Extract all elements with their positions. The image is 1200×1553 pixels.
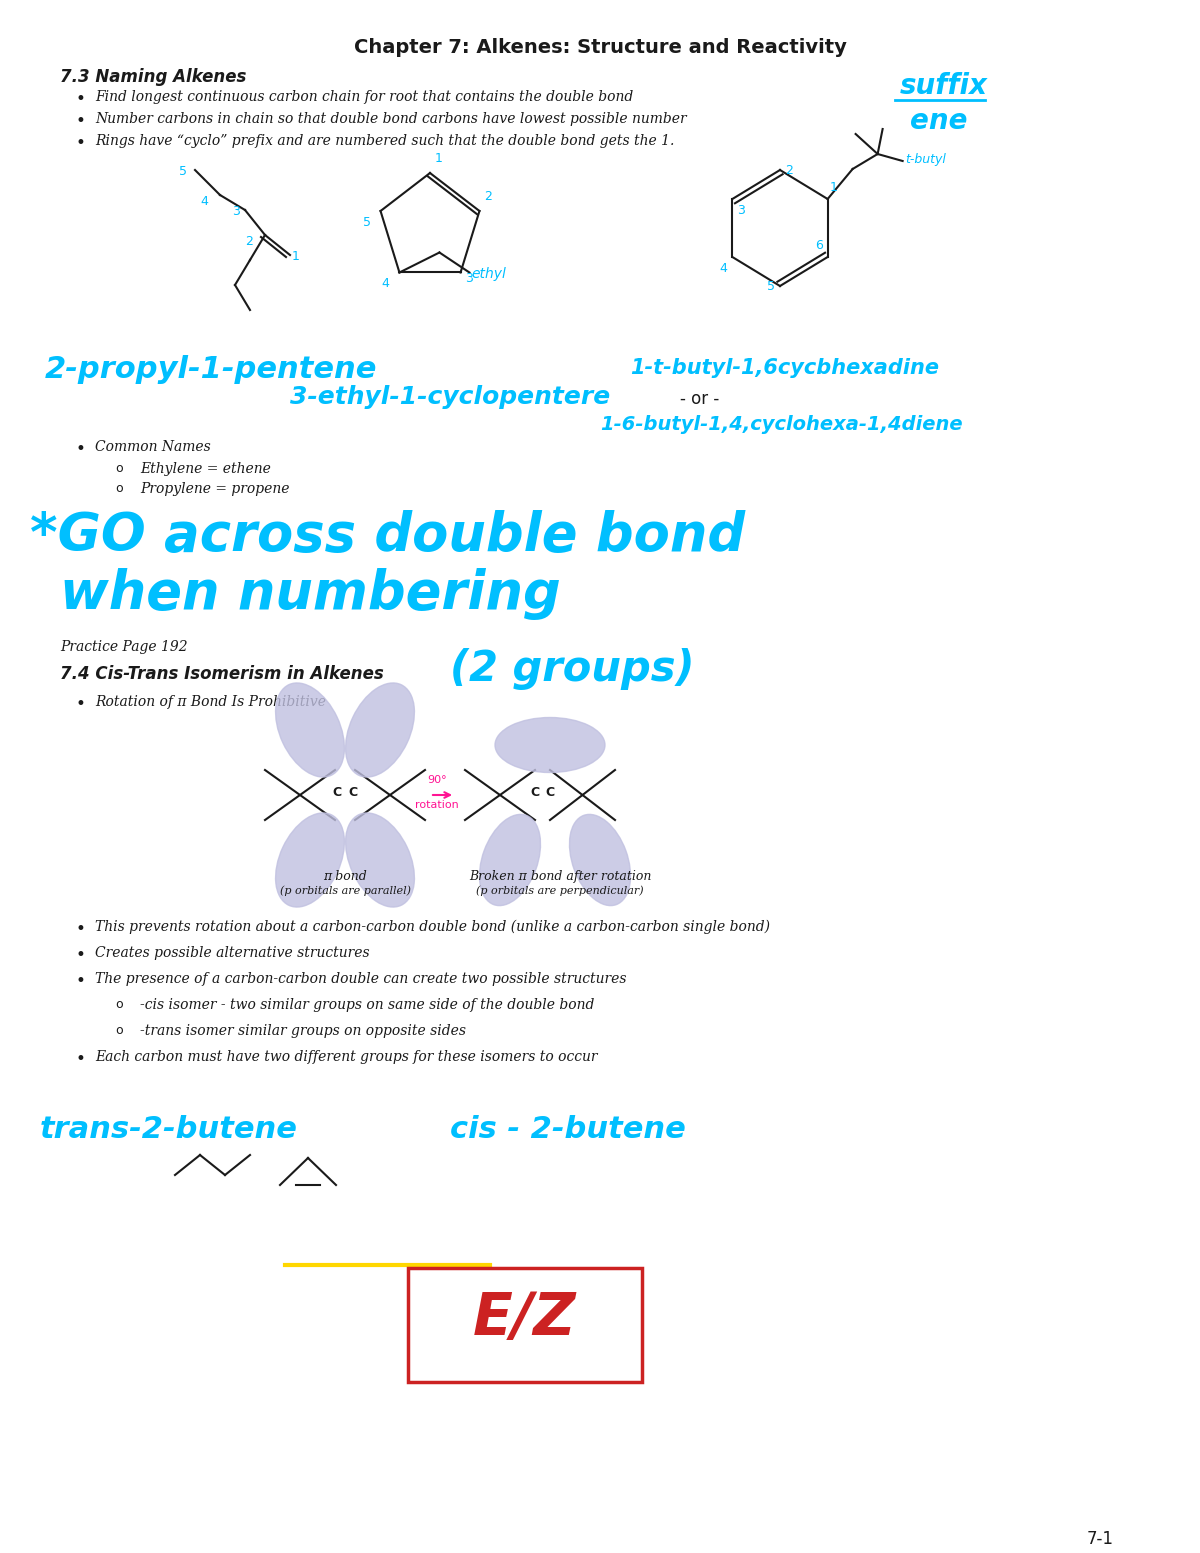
Text: 2: 2 xyxy=(485,189,492,203)
Ellipse shape xyxy=(276,683,344,776)
Text: *GO across double bond: *GO across double bond xyxy=(30,509,745,562)
Ellipse shape xyxy=(570,814,630,905)
Text: cis - 2-butene: cis - 2-butene xyxy=(450,1115,685,1145)
Text: •: • xyxy=(74,134,85,152)
Text: rotation: rotation xyxy=(415,800,458,811)
Text: 90°: 90° xyxy=(427,775,446,784)
Text: 1: 1 xyxy=(436,152,443,165)
Text: •: • xyxy=(74,90,85,109)
Text: Number carbons in chain so that double bond carbons have lowest possible number: Number carbons in chain so that double b… xyxy=(95,112,686,126)
Text: Rotation of π Bond Is Prohibitive: Rotation of π Bond Is Prohibitive xyxy=(95,696,326,710)
Text: 3: 3 xyxy=(232,205,240,217)
Text: C: C xyxy=(332,786,342,800)
Text: Practice Page 192: Practice Page 192 xyxy=(60,640,187,654)
Text: 7.3 Naming Alkenes: 7.3 Naming Alkenes xyxy=(60,68,246,85)
Text: Each carbon must have two different groups for these isomers to occur: Each carbon must have two different grou… xyxy=(95,1050,598,1064)
Text: 3: 3 xyxy=(466,272,474,286)
FancyBboxPatch shape xyxy=(408,1267,642,1382)
Text: 6: 6 xyxy=(815,239,823,252)
Text: Ethylene = ethene: Ethylene = ethene xyxy=(140,461,271,477)
Text: t-butyl: t-butyl xyxy=(906,152,947,166)
Text: Creates possible alternative structures: Creates possible alternative structures xyxy=(95,946,370,960)
Text: o: o xyxy=(115,999,122,1011)
Text: C: C xyxy=(348,786,358,800)
Text: Chapter 7: Alkenes: Structure and Reactivity: Chapter 7: Alkenes: Structure and Reacti… xyxy=(354,37,846,57)
Text: when numbering: when numbering xyxy=(60,568,560,620)
Ellipse shape xyxy=(480,814,540,905)
Text: •: • xyxy=(74,919,85,938)
Text: 7.4 Cis-Trans Isomerism in Alkenes: 7.4 Cis-Trans Isomerism in Alkenes xyxy=(60,665,384,683)
Text: - or -: - or - xyxy=(680,390,719,408)
Text: π bond: π bond xyxy=(323,870,367,884)
Text: 3: 3 xyxy=(737,203,745,217)
Text: This prevents rotation about a carbon-carbon double bond (unlike a carbon-carbon: This prevents rotation about a carbon-ca… xyxy=(95,919,770,935)
Text: -trans isomer similar groups on opposite sides: -trans isomer similar groups on opposite… xyxy=(140,1023,466,1037)
Text: 2: 2 xyxy=(785,163,793,177)
Ellipse shape xyxy=(496,717,605,772)
Text: •: • xyxy=(74,1050,85,1068)
Text: C: C xyxy=(546,786,554,800)
Text: 5: 5 xyxy=(767,280,775,292)
Text: (2 groups): (2 groups) xyxy=(450,648,695,690)
Text: 1-t-butyl-1,6cycbhexadine: 1-t-butyl-1,6cycbhexadine xyxy=(630,359,940,377)
Text: The presence of a carbon-carbon double can create two possible structures: The presence of a carbon-carbon double c… xyxy=(95,972,626,986)
Ellipse shape xyxy=(346,683,414,776)
Text: 4: 4 xyxy=(382,278,390,290)
Text: 2: 2 xyxy=(245,235,253,248)
Text: 5: 5 xyxy=(362,216,371,228)
Text: ethyl: ethyl xyxy=(472,267,506,281)
Text: Rings have “cyclo” prefix and are numbered such that the double bond gets the 1.: Rings have “cyclo” prefix and are number… xyxy=(95,134,674,148)
Text: ene: ene xyxy=(910,107,967,135)
Text: 5: 5 xyxy=(179,165,187,179)
Text: Broken π bond after rotation: Broken π bond after rotation xyxy=(469,870,652,884)
Text: •: • xyxy=(74,439,85,458)
Text: 2-propyl-1-pentene: 2-propyl-1-pentene xyxy=(46,356,377,384)
Text: -cis isomer - two similar groups on same side of the double bond: -cis isomer - two similar groups on same… xyxy=(140,999,594,1013)
Text: E/Z: E/Z xyxy=(473,1291,577,1346)
Text: o: o xyxy=(115,481,122,495)
Text: 1-6-butyl-1,4,cyclohexa-1,4diene: 1-6-butyl-1,4,cyclohexa-1,4diene xyxy=(600,415,962,433)
Text: 4: 4 xyxy=(720,262,727,275)
Text: •: • xyxy=(74,696,85,713)
Text: 1: 1 xyxy=(829,182,838,194)
Ellipse shape xyxy=(346,812,414,907)
Text: •: • xyxy=(74,112,85,130)
Text: •: • xyxy=(74,946,85,964)
Text: Common Names: Common Names xyxy=(95,439,211,453)
Text: 3-ethyl-1-cyclopentere: 3-ethyl-1-cyclopentere xyxy=(290,385,611,408)
Text: (p orbitals are perpendicular): (p orbitals are perpendicular) xyxy=(476,885,644,896)
Ellipse shape xyxy=(276,812,344,907)
Text: o: o xyxy=(115,461,122,475)
Text: (p orbitals are parallel): (p orbitals are parallel) xyxy=(280,885,410,896)
Text: Propylene = propene: Propylene = propene xyxy=(140,481,289,495)
Text: Find longest continuous carbon chain for root that contains the double bond: Find longest continuous carbon chain for… xyxy=(95,90,634,104)
Text: 7-1: 7-1 xyxy=(1086,1530,1114,1548)
Text: C: C xyxy=(530,786,540,800)
Text: 4: 4 xyxy=(200,196,208,208)
Text: o: o xyxy=(115,1023,122,1037)
Text: suffix: suffix xyxy=(900,71,988,99)
Text: •: • xyxy=(74,972,85,989)
Text: 1: 1 xyxy=(292,250,300,262)
Text: trans-2-butene: trans-2-butene xyxy=(40,1115,298,1145)
